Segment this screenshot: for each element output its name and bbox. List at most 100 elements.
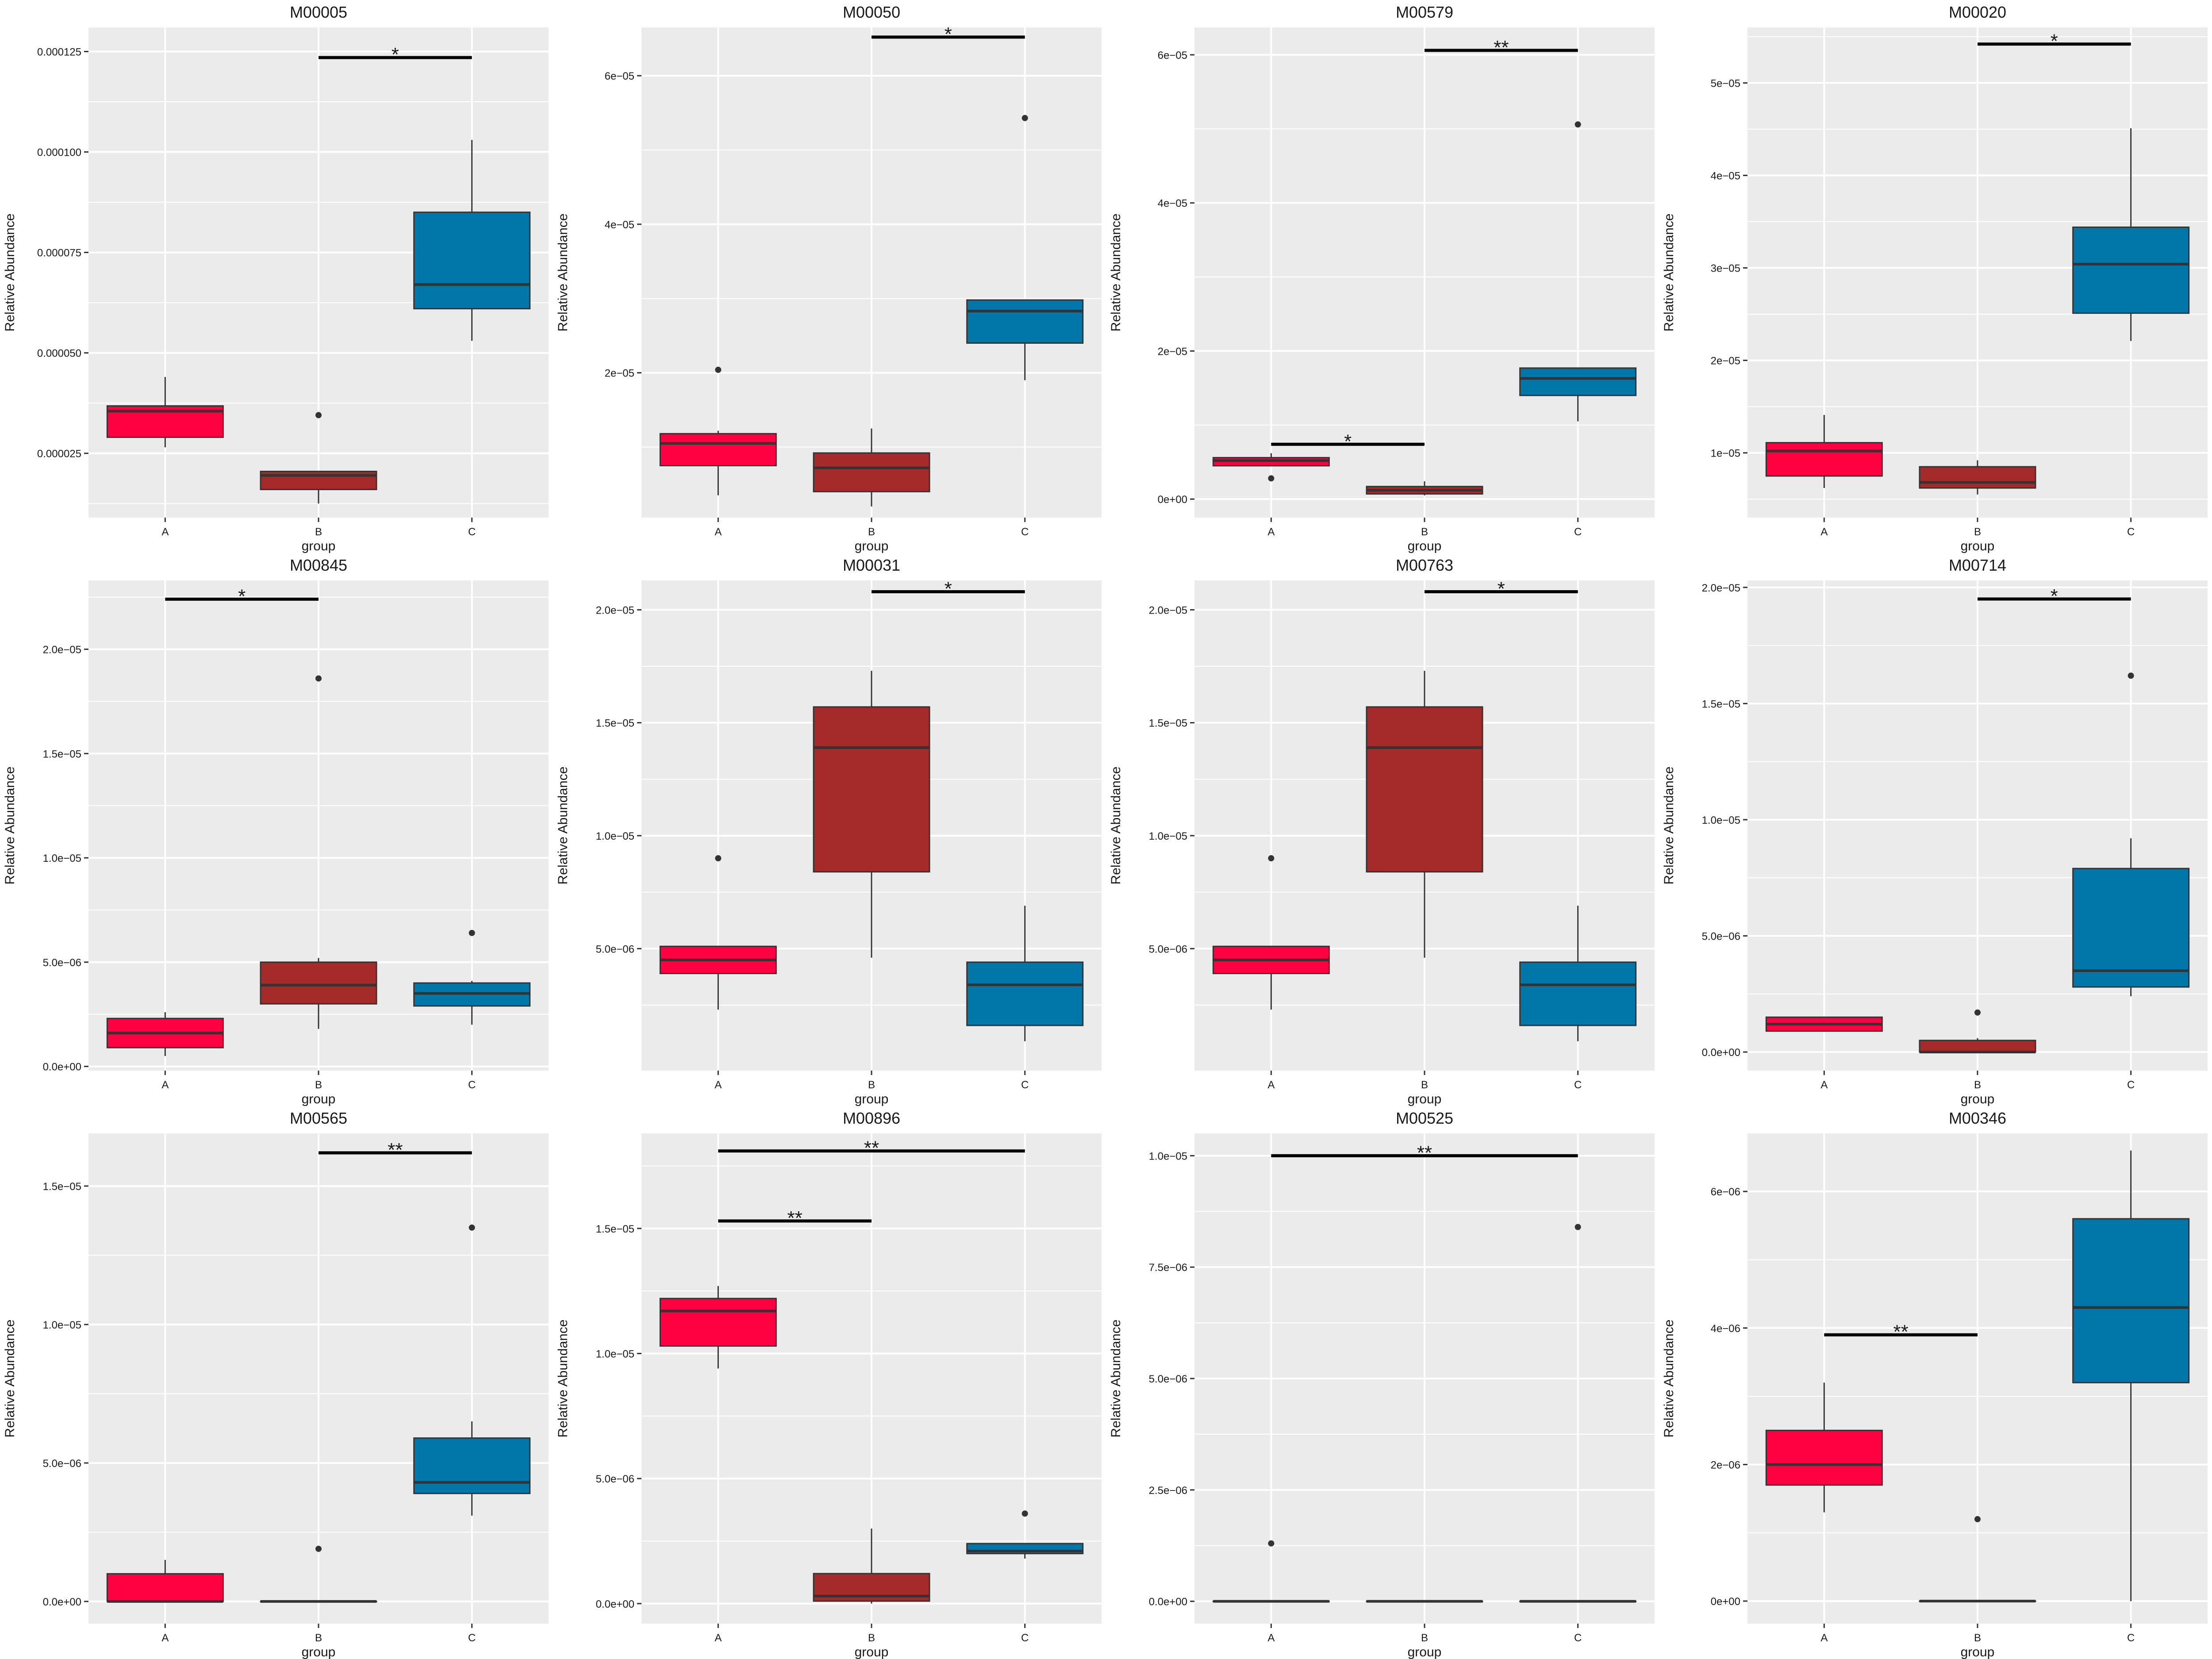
y-axis-label: Relative Abundance — [1109, 767, 1123, 885]
x-axis-label: group — [302, 1092, 336, 1106]
box-b — [1366, 1600, 1483, 1603]
box-b — [813, 428, 930, 507]
outlier-point — [469, 1224, 475, 1231]
y-tick-label: 0.0e+00 — [43, 1061, 81, 1073]
chart-svg: * 5.0e−06 1.0e−05 1.5e−05 2.0e−05 A B C M00763 gr… — [1109, 556, 1655, 1106]
box-a — [1765, 415, 1883, 488]
y-tick-label: 1.0e−05 — [596, 830, 634, 842]
box-body — [413, 211, 531, 310]
box-body — [659, 433, 777, 466]
box-b — [813, 671, 930, 958]
box-body — [966, 961, 1084, 1026]
x-tick-label: B — [1974, 1079, 1981, 1091]
outlier-point — [1022, 1510, 1028, 1517]
box-b — [1366, 671, 1483, 958]
x-tick-label: C — [468, 1632, 476, 1644]
x-axis-label: group — [1408, 1092, 1442, 1106]
box-b — [1919, 1516, 2036, 1603]
x-tick-label: B — [868, 1632, 875, 1644]
x-tick-label: A — [714, 1079, 722, 1091]
significance-label: ** — [1893, 1321, 1909, 1343]
x-tick-label: B — [1974, 526, 1981, 538]
box-a — [659, 855, 777, 1010]
y-axis-label: Relative Abundance — [1109, 214, 1123, 332]
chart-panel: ** 0.0e+00 5.0e−06 1.0e−05 1.5e−05 A B C M00565 g… — [0, 1106, 553, 1659]
box-c — [413, 929, 531, 1025]
chart-panel: * ** 0e+00 2e−05 4e−05 6e−05 A B C M00579 group Rel… — [1106, 0, 1659, 553]
significance-label: * — [1344, 430, 1352, 452]
chart-svg: ** 0.0e+00 5.0e−06 1.0e−05 1.5e−05 A B C M00565 g… — [3, 1109, 549, 1659]
box-body — [2072, 227, 2190, 314]
x-tick-label: B — [315, 526, 322, 538]
box-b — [1919, 1009, 2036, 1053]
x-axis-label: group — [855, 1645, 889, 1659]
x-tick-label: A — [161, 526, 169, 538]
x-tick-label: A — [714, 1632, 722, 1644]
box-body — [966, 299, 1084, 344]
box-body — [413, 1437, 531, 1494]
chart-title: M00714 — [1949, 556, 2006, 574]
x-axis-label: group — [1961, 1092, 1995, 1106]
y-tick-label: 5e−05 — [1711, 77, 1740, 89]
x-axis-label: group — [1961, 539, 1995, 553]
significance-label: * — [238, 585, 246, 607]
box-c — [1519, 1224, 1637, 1603]
box-a — [106, 1560, 224, 1603]
box-body — [813, 706, 930, 873]
y-tick-label: 1.5e−05 — [596, 1223, 634, 1235]
y-tick-label: 1.0e−05 — [43, 853, 81, 864]
chart-title: M00005 — [290, 3, 347, 21]
box-b — [260, 412, 377, 504]
y-tick-label: 1.0e−05 — [596, 1348, 634, 1360]
y-tick-label: 2e−06 — [1711, 1459, 1740, 1471]
y-tick-label: 0.0e+00 — [1702, 1047, 1740, 1059]
x-tick-label: B — [315, 1632, 322, 1644]
y-tick-label: 2.0e−05 — [596, 604, 634, 616]
y-tick-label: 1.0e−05 — [43, 1319, 81, 1331]
chart-panel: * 0.0e+00 5.0e−06 1.0e−05 1.5e−05 2.0e−05 A B C M… — [1659, 553, 2212, 1106]
x-axis-label: group — [302, 539, 336, 553]
box-body — [260, 961, 377, 1005]
y-tick-label: 2.0e−05 — [1702, 582, 1740, 594]
y-tick-label: 0.0e+00 — [596, 1598, 634, 1610]
chart-panel: * 5.0e−06 1.0e−05 1.5e−05 2.0e−05 A B C M00763 gr… — [1106, 553, 1659, 1106]
x-tick-label: B — [1421, 1079, 1428, 1091]
chart-title: M00565 — [290, 1109, 347, 1127]
y-tick-label: 4e−05 — [1158, 198, 1187, 210]
box-c — [2072, 1150, 2190, 1601]
outlier-point — [1974, 1009, 1981, 1016]
chart-title: M00579 — [1396, 3, 1453, 21]
box-body — [2072, 868, 2190, 988]
y-tick-label: 6e−05 — [1158, 50, 1187, 61]
box-c — [413, 140, 531, 341]
chart-panel: ** 0.0e+00 2.5e−06 5.0e−06 7.5e−06 1.0e−05 A B C… — [1106, 1106, 1659, 1659]
y-axis-label: Relative Abundance — [556, 1320, 570, 1438]
chart-svg: ** 0e+00 2e−06 4e−06 6e−06 A B C M00346 group Rela… — [1662, 1109, 2208, 1659]
chart-svg: * 2e−05 4e−05 6e−05 A B C M00050 group Relative A… — [556, 3, 1102, 553]
y-axis-label: Relative Abundance — [1662, 214, 1676, 332]
x-axis-label: group — [1961, 1645, 1995, 1659]
chart-svg: ** 0.0e+00 2.5e−06 5.0e−06 7.5e−06 1.0e−05 A B C… — [1109, 1109, 1655, 1659]
box-a — [1212, 453, 1330, 482]
outlier-point — [469, 929, 475, 936]
x-tick-label: A — [1267, 1632, 1275, 1644]
outlier-point — [1575, 121, 1581, 128]
y-tick-label: 5.0e−06 — [43, 957, 81, 969]
box-a — [659, 366, 777, 495]
y-tick-label: 2e−05 — [1711, 355, 1740, 367]
y-tick-label: 4e−05 — [1711, 170, 1740, 182]
x-tick-label: C — [1021, 1632, 1029, 1644]
significance-label: ** — [1494, 37, 1509, 58]
box-body — [1519, 367, 1637, 396]
y-tick-label: 5.0e−06 — [596, 943, 634, 955]
box-b — [260, 1545, 377, 1603]
chart-panel: ** 0e+00 2e−06 4e−06 6e−06 A B C M00346 group Rela… — [1659, 1106, 2212, 1659]
x-tick-label: A — [161, 1632, 169, 1644]
x-tick-label: C — [1574, 1632, 1582, 1644]
y-tick-label: 3e−05 — [1711, 263, 1740, 275]
y-tick-label: 4e−06 — [1711, 1323, 1740, 1335]
y-tick-label: 0e+00 — [1711, 1596, 1740, 1608]
x-tick-label: C — [468, 526, 476, 538]
box-a — [1765, 1382, 1883, 1513]
y-tick-label: 0.0e+00 — [1149, 1596, 1187, 1608]
